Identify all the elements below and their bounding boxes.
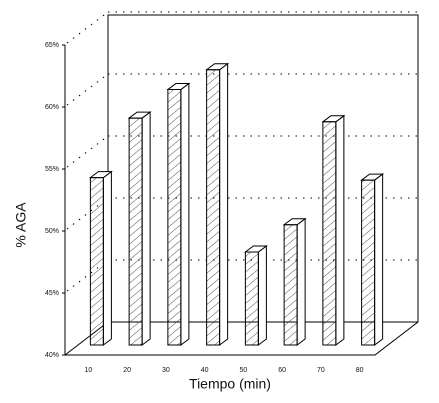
bar: [321, 114, 346, 346]
y-tick-label: 50%: [45, 228, 59, 235]
x-tick-label: 10: [84, 367, 92, 374]
bar-face: [206, 69, 221, 346]
x-tick-label: 50: [239, 367, 247, 374]
bar-face: [167, 89, 182, 346]
bar: [205, 62, 230, 346]
y-tick-label: 40%: [45, 352, 59, 359]
bar: [243, 245, 268, 346]
x-tick-label: 70: [317, 367, 325, 374]
grid-line: [66, 197, 109, 230]
bar-face: [141, 111, 151, 346]
y-tick-label: 65%: [45, 42, 59, 49]
y-axis-title: % AGA: [13, 202, 29, 248]
x-tick-label: 80: [356, 367, 364, 374]
bar-face: [374, 173, 384, 346]
x-tick-label: 20: [123, 367, 131, 374]
y-tick-label: 55%: [45, 166, 59, 173]
bar-face: [180, 82, 190, 346]
bar-face: [219, 62, 229, 346]
x-tick-label: 40: [201, 367, 209, 374]
bar: [166, 82, 191, 346]
bar: [88, 170, 113, 346]
x-tick-label: 30: [162, 367, 170, 374]
bar: [360, 173, 385, 346]
bar-face: [102, 170, 112, 346]
grid-line: [66, 11, 109, 44]
y-tick-label: 45%: [45, 290, 59, 297]
x-axis-title: Tiempo (min): [189, 376, 271, 392]
bar-face: [296, 217, 306, 346]
y-tick-label: 60%: [45, 104, 59, 111]
bar-face: [283, 224, 298, 346]
x-tick-label: 60: [278, 367, 286, 374]
bar-face: [322, 121, 337, 346]
grid-line: [66, 73, 109, 106]
bar-face: [128, 117, 143, 346]
bar-face: [257, 245, 267, 346]
grid-line: [66, 259, 109, 292]
bar-face: [361, 179, 376, 346]
bar-face: [244, 251, 259, 346]
bar: [127, 111, 152, 346]
bar-face: [89, 177, 104, 346]
bar: [282, 217, 307, 346]
grid-line: [66, 135, 109, 168]
bar-face: [335, 114, 345, 346]
